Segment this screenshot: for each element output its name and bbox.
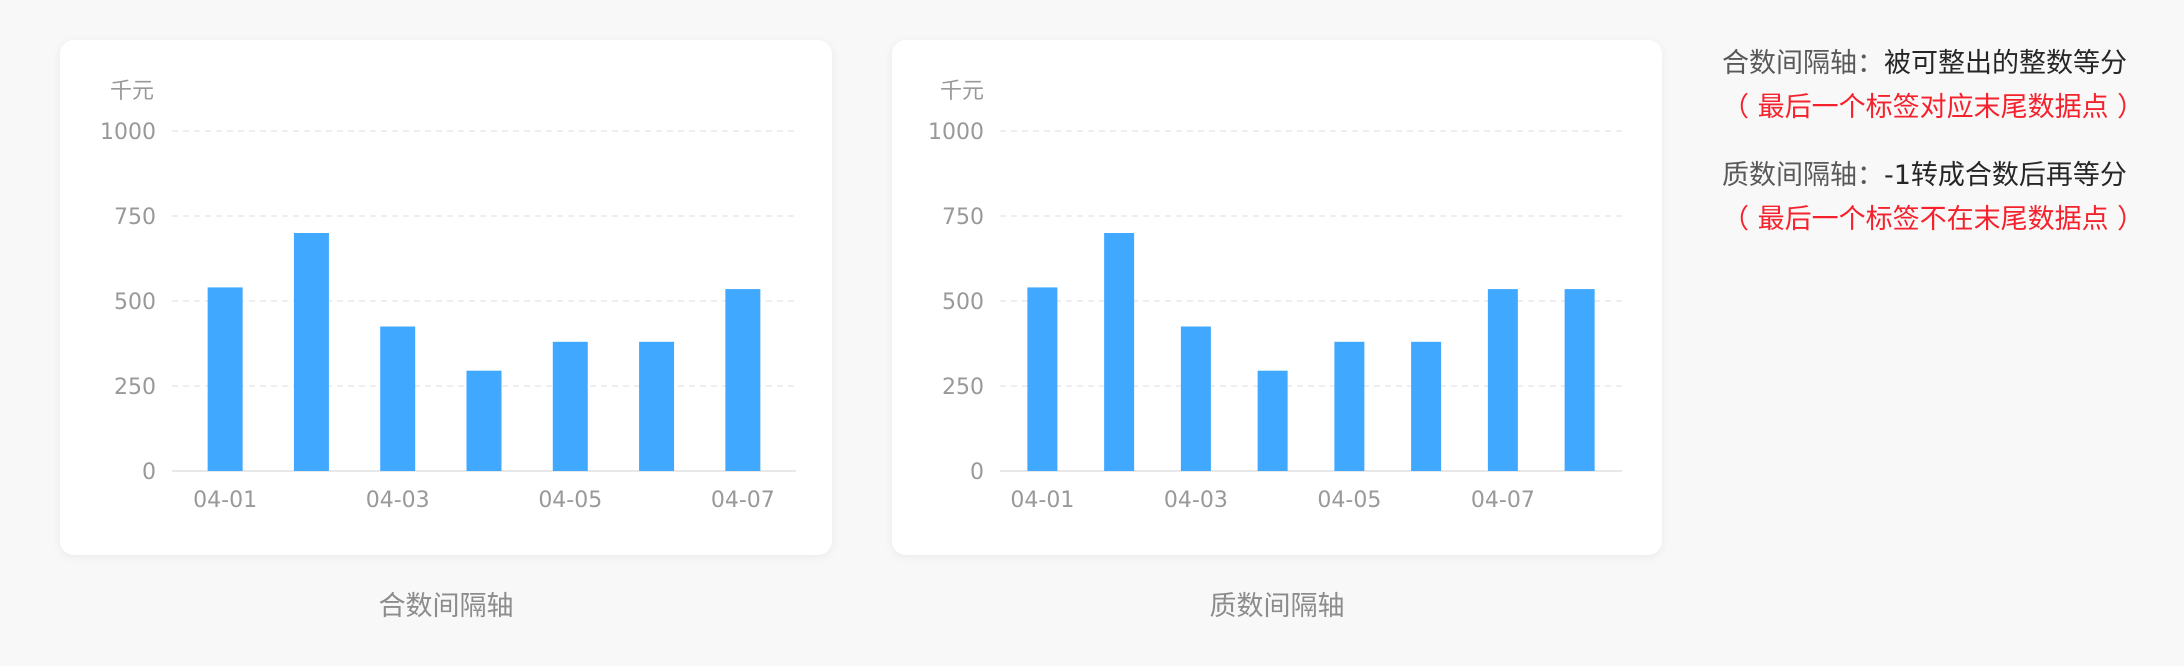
bar-composite-04-01 bbox=[207, 287, 243, 471]
y-tick-label: 250 bbox=[942, 375, 984, 400]
bar-composite-04-06 bbox=[639, 341, 675, 471]
bar-chart-prime: 千元 0 250 500 750 1000 04-01 04-03 04-05 04-07 bbox=[928, 79, 1622, 513]
y-tick-label: 0 bbox=[970, 460, 984, 485]
bar-prime-04-03 bbox=[1180, 326, 1211, 471]
note-composite: 合数间隔轴：被可整出的整数等分 bbox=[1722, 42, 2172, 86]
y-tick-label: 0 bbox=[142, 460, 156, 485]
bar-composite-04-02 bbox=[293, 233, 329, 471]
bar-composite-04-04 bbox=[466, 370, 502, 471]
bar-chart-composite: 千元 0 250 500 750 1000 04-01 04-03 04-05 04-07 bbox=[100, 79, 796, 513]
bar-prime-04-08 bbox=[1564, 289, 1595, 471]
y-tick-label: 750 bbox=[114, 205, 156, 230]
note-prime-remark: （ 最后一个标签不在末尾数据点 ） bbox=[1722, 204, 2145, 235]
bar-prime-04-02 bbox=[1104, 233, 1135, 471]
y-tick-label: 500 bbox=[114, 290, 156, 315]
bar-prime-04-04 bbox=[1257, 370, 1288, 471]
bar-prime-04-01 bbox=[1027, 287, 1058, 471]
y-unit-label: 千元 bbox=[110, 79, 154, 104]
note-prime-label: 质数间隔轴： bbox=[1722, 160, 1884, 191]
bar-prime-04-05 bbox=[1334, 341, 1365, 471]
note-composite-remark: （ 最后一个标签对应末尾数据点 ） bbox=[1722, 92, 2145, 123]
note-composite-desc: 被可整出的整数等分 bbox=[1884, 48, 2127, 79]
y-tick-label: 750 bbox=[942, 205, 984, 230]
x-tick-label: 04-05 bbox=[538, 488, 602, 513]
y-tick-label: 500 bbox=[942, 290, 984, 315]
note-prime: 质数间隔轴：-1转成合数后再等分 bbox=[1722, 154, 2172, 198]
bar-composite-04-07 bbox=[725, 289, 761, 471]
x-tick-label: 04-01 bbox=[193, 488, 257, 513]
bar-prime-04-07 bbox=[1487, 289, 1518, 471]
x-tick-label: 04-07 bbox=[1471, 488, 1535, 513]
explanation-notes: 合数间隔轴：被可整出的整数等分 （ 最后一个标签对应末尾数据点 ） 质数间隔轴：… bbox=[1722, 42, 2172, 242]
bar-composite-04-05 bbox=[552, 341, 588, 471]
chart-card-prime: 千元 0 250 500 750 1000 04-01 04-03 04-05 04-07 bbox=[892, 40, 1662, 555]
chart-caption-prime: 质数间隔轴 bbox=[1209, 591, 1345, 622]
chart-card-composite: 千元 0 250 500 750 1000 04-01 04-03 04-05 04-07 bbox=[60, 40, 832, 555]
x-tick-label: 04-07 bbox=[711, 488, 775, 513]
chart-caption-composite: 合数间隔轴 bbox=[378, 591, 514, 622]
bar-composite-04-03 bbox=[380, 326, 416, 471]
y-unit-label: 千元 bbox=[940, 79, 984, 104]
note-composite-label: 合数间隔轴： bbox=[1722, 48, 1884, 79]
x-tick-label: 04-03 bbox=[1164, 488, 1228, 513]
y-tick-label: 1000 bbox=[928, 120, 984, 145]
y-tick-label: 1000 bbox=[100, 120, 156, 145]
bar-prime-04-06 bbox=[1411, 341, 1442, 471]
x-tick-label: 04-05 bbox=[1317, 488, 1381, 513]
note-prime-desc: -1转成合数后再等分 bbox=[1884, 160, 2127, 191]
x-tick-label: 04-03 bbox=[366, 488, 430, 513]
y-tick-label: 250 bbox=[114, 375, 156, 400]
x-tick-label: 04-01 bbox=[1010, 488, 1074, 513]
